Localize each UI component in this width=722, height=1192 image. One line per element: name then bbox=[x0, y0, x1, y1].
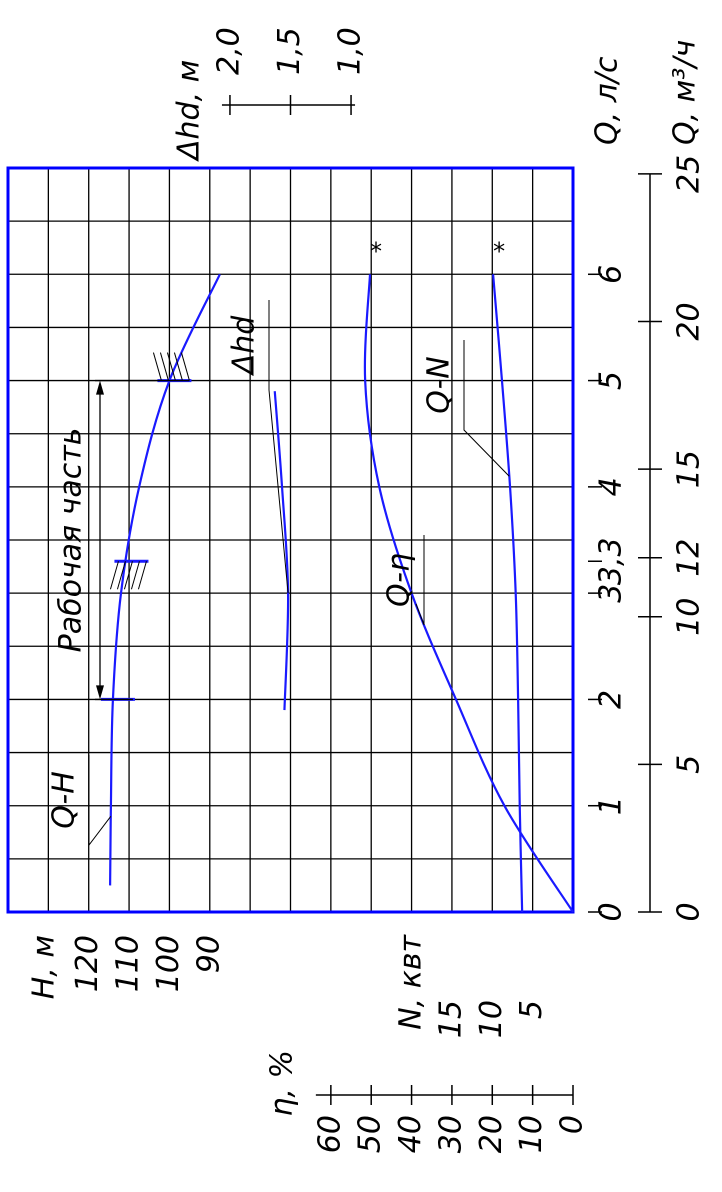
y-axis-label: H, м bbox=[27, 935, 62, 999]
y2-tick-label: 10 bbox=[474, 1000, 509, 1038]
y4-tick-label: 2,0 bbox=[211, 27, 246, 75]
y4-tick-label: 1,0 bbox=[333, 27, 368, 75]
x-tick-label: 4 bbox=[594, 477, 629, 496]
hatch bbox=[152, 352, 162, 381]
x-tick-label: 0 bbox=[594, 902, 629, 921]
y3-tick-label: 20 bbox=[474, 1115, 509, 1153]
x-tick-label: 5 bbox=[594, 371, 629, 390]
y3-tick-label: 10 bbox=[514, 1115, 549, 1153]
x2-tick-label: 0 bbox=[672, 902, 707, 921]
curve bbox=[273, 391, 290, 711]
curve bbox=[491, 274, 524, 913]
y-tick-label: 100 bbox=[151, 935, 186, 992]
x-tick-label: 1 bbox=[594, 796, 629, 815]
plot-frame bbox=[6, 166, 575, 914]
y2-tick-label: 5 bbox=[514, 1000, 549, 1019]
curve bbox=[109, 273, 221, 886]
y4-axis-label: Δhd, м bbox=[172, 60, 207, 162]
hatch bbox=[180, 352, 190, 381]
hatch bbox=[116, 561, 126, 590]
y2-tick-label: 15 bbox=[433, 1000, 468, 1038]
y3-axis-label: η, % bbox=[265, 1050, 300, 1117]
hatch bbox=[123, 561, 133, 590]
x2-tick-label: 10 bbox=[672, 598, 707, 636]
y-tick-label: 120 bbox=[70, 935, 105, 992]
hatch bbox=[137, 561, 147, 590]
end-mark: * bbox=[493, 237, 505, 265]
x2-tick-label: 20 bbox=[672, 302, 707, 340]
curve-label: Q-N bbox=[422, 356, 457, 413]
hatch bbox=[130, 561, 140, 590]
curve-label: Q-H bbox=[47, 771, 82, 829]
y3-tick-label: 40 bbox=[393, 1115, 428, 1153]
x2-tick-label: 15 bbox=[672, 450, 707, 488]
y3-tick-label: 30 bbox=[433, 1115, 468, 1153]
x-tick-label: 6 bbox=[594, 265, 629, 284]
x2-tick-label: 12 bbox=[672, 539, 707, 577]
end-mark: * bbox=[370, 237, 382, 265]
y3-tick-label: 50 bbox=[353, 1115, 388, 1153]
x-tick-label: 2 bbox=[594, 690, 629, 709]
y-tick-label: 110 bbox=[111, 935, 146, 992]
range-label: Рабочая часть bbox=[54, 428, 89, 653]
x2-axis-label: Q, м³/ч bbox=[668, 40, 703, 145]
curve-label: Q-η bbox=[382, 553, 417, 607]
hatch bbox=[166, 352, 176, 381]
hatch bbox=[109, 561, 119, 590]
x-tick-label: 3,3 bbox=[594, 537, 629, 585]
leader-line bbox=[88, 755, 112, 847]
x2-tick-label: 25 bbox=[672, 155, 707, 193]
y3-tick-label: 60 bbox=[312, 1115, 347, 1153]
y-tick-label: 90 bbox=[191, 935, 226, 973]
leader-line bbox=[415, 535, 425, 626]
x-axis-label: Q, л/с bbox=[590, 56, 625, 145]
y3-tick-label: 0 bbox=[555, 1115, 590, 1134]
curve-label: Δhd bbox=[227, 315, 262, 377]
curve bbox=[363, 274, 574, 913]
y2-axis-label: N, квт bbox=[394, 933, 429, 1029]
leader-line bbox=[268, 300, 289, 594]
x-tick-label: 3 bbox=[594, 584, 629, 603]
hatch bbox=[159, 352, 169, 381]
x2-tick-label: 5 bbox=[672, 755, 707, 774]
leader-line bbox=[463, 340, 510, 477]
hatch bbox=[173, 352, 183, 381]
y4-tick-label: 1,5 bbox=[272, 27, 307, 75]
